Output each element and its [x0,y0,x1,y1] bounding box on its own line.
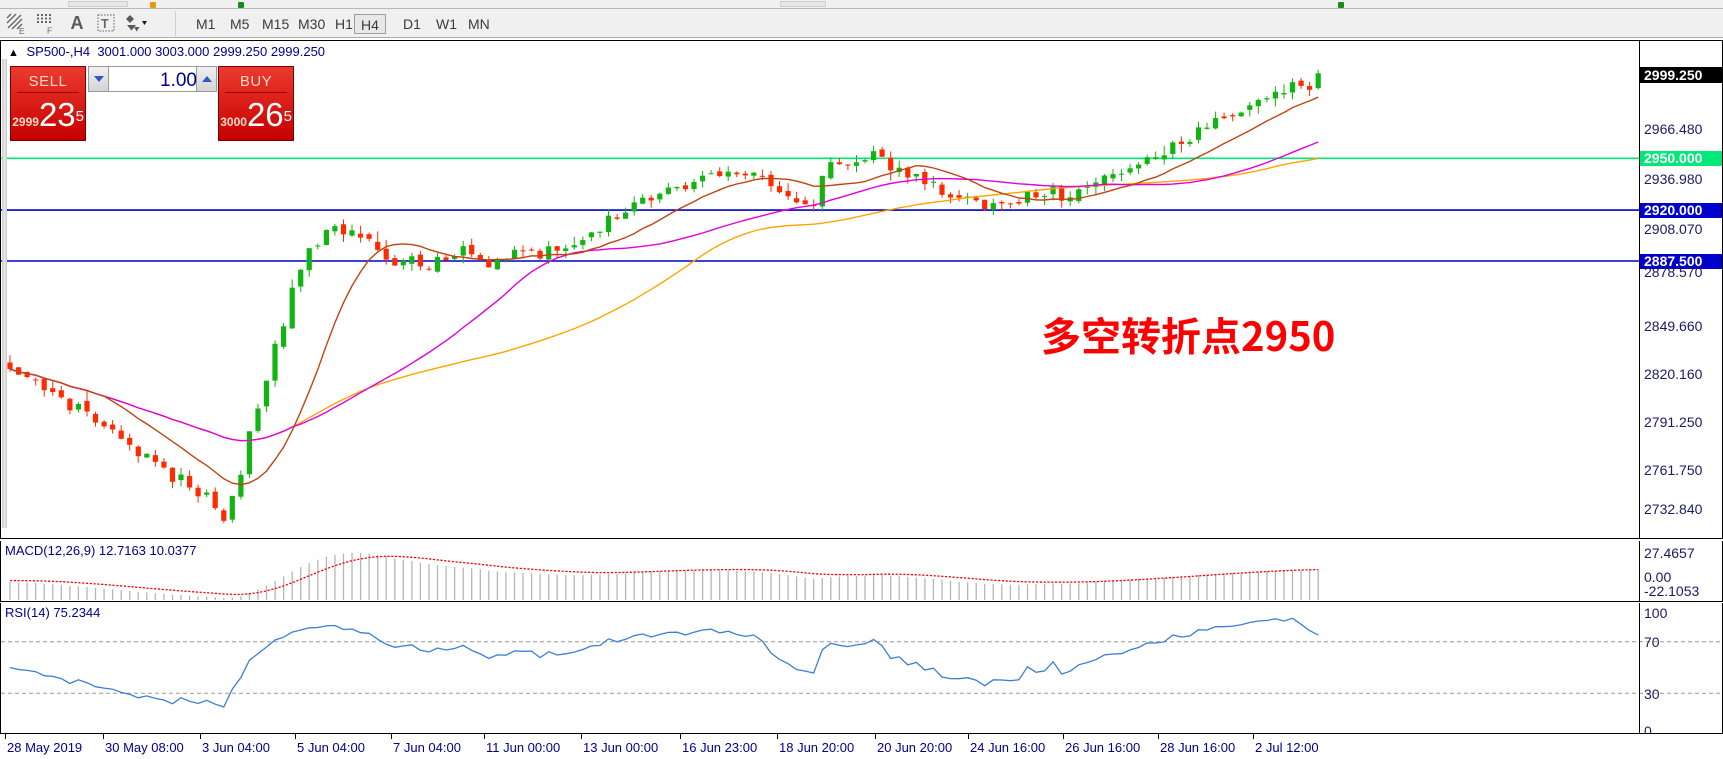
svg-text:F: F [47,25,52,35]
svg-text:T: T [101,17,109,31]
svg-text:多空转折点2950: 多空转折点2950 [1041,305,1335,363]
svg-text:E: E [19,26,25,35]
